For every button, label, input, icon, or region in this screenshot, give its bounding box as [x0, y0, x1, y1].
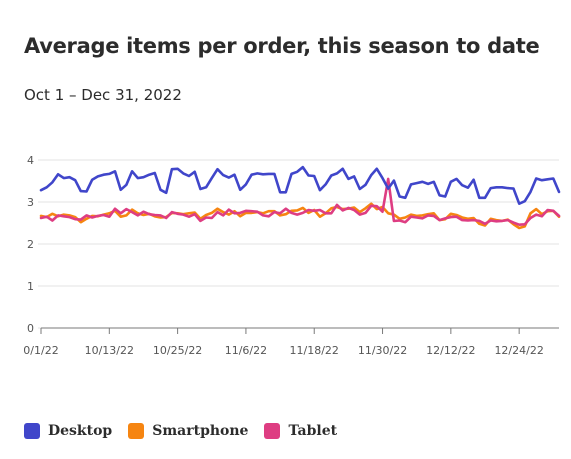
- legend-swatch-desktop: [24, 423, 40, 439]
- legend: Desktop Smartphone Tablet: [24, 423, 353, 439]
- chart-title: Average items per order, this season to …: [24, 34, 540, 58]
- legend-label-desktop: Desktop: [48, 423, 113, 439]
- ytick-label-1: 1: [27, 280, 34, 293]
- legend-label-tablet: Tablet: [288, 423, 338, 439]
- xtick-label-6: 12/12/22: [426, 344, 475, 357]
- xtick-label-0: 0/1/22: [23, 344, 58, 357]
- xtick-label-7: 12/24/22: [494, 344, 543, 357]
- xtick-label-5: 11/30/22: [358, 344, 407, 357]
- xtick-label-3: 11/6/22: [225, 344, 267, 357]
- legend-label-smartphone: Smartphone: [152, 423, 249, 439]
- ytick-label-3: 3: [27, 196, 34, 209]
- legend-item-tablet[interactable]: Tablet: [264, 423, 337, 439]
- legend-swatch-smartphone: [128, 423, 145, 439]
- xtick-label-2: 10/25/22: [153, 344, 202, 357]
- legend-item-desktop[interactable]: Desktop: [24, 423, 112, 439]
- line-chart: 0 1 2 3 4 0/1/22 10/13/22 10/25/22 11/6/22 11/18…: [23, 154, 561, 357]
- legend-swatch-tablet: [264, 423, 281, 439]
- series-line-smartphone: [39, 202, 561, 230]
- series-line-desktop: [39, 165, 561, 206]
- grid: [38, 159, 559, 329]
- y-axis: 0 1 2 3 4: [27, 154, 34, 335]
- chart-subtitle: Oct 1 – Dec 31, 2022: [24, 86, 182, 104]
- series-layer: [39, 165, 561, 230]
- xtick-label-1: 10/13/22: [85, 344, 134, 357]
- legend-item-smartphone[interactable]: Smartphone: [128, 423, 248, 439]
- x-axis: 0/1/22 10/13/22 10/25/22 11/6/22 11/18/22 11/…: [23, 327, 559, 357]
- xtick-label-4: 11/18/22: [290, 344, 339, 357]
- ytick-label-0: 0: [27, 322, 34, 335]
- ytick-label-4: 4: [27, 154, 34, 167]
- series-line-tablet: [39, 177, 561, 226]
- ytick-label-2: 2: [27, 238, 34, 251]
